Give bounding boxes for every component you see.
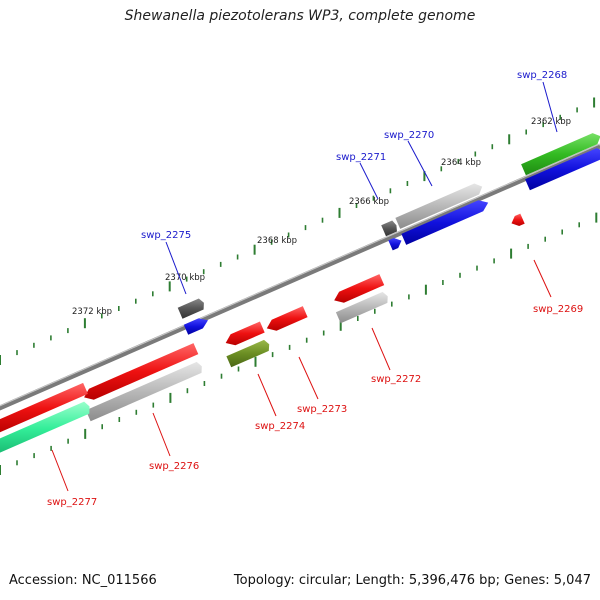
leader-swp-2270 [407, 140, 433, 187]
scale-label-2372: 2372 kbp [72, 307, 112, 317]
leader-swp-2268 [542, 81, 558, 133]
leader-swp-2277 [51, 449, 69, 492]
scale-label-2362: 2362 kbp [531, 117, 571, 127]
gene-label-swp-2273: swp_2273 [297, 404, 347, 415]
gene-feature-swp-2273-red [266, 306, 308, 331]
leader-swp-2272 [371, 327, 391, 371]
leader-swp-2271 [359, 162, 379, 200]
scale-label-2368: 2368 kbp [257, 236, 297, 246]
gene-feature-swp-2276-gray [85, 361, 202, 422]
gene-label-swp-2274: swp_2274 [255, 421, 305, 432]
gene-feature-swp-2270-blue [401, 200, 489, 245]
genome-title: Shewanella piezotolerans WP3, complete g… [124, 8, 476, 24]
scale-ticks-lower [0, 212, 598, 475]
scale-label-2364: 2364 kbp [441, 158, 481, 168]
gene-label-swp-2271: swp_2271 [336, 152, 386, 163]
gene-feature-swp-2271-blue [388, 238, 402, 251]
gene-feature-swp-2274-olive [226, 339, 270, 368]
scale-ticks-upper [0, 97, 596, 365]
gene-feature-swp-2277-red [0, 382, 88, 433]
scale-label-2370: 2370 kbp [165, 273, 205, 283]
gene-feature-swp-2274-red [225, 321, 265, 346]
gene-feature-swp-2275-dark [177, 298, 204, 319]
leader-swp-2273 [298, 356, 319, 400]
gene-feature-swp-2268-green [521, 133, 600, 176]
gene-feature-swp-2276-red [84, 343, 199, 400]
gene-feature-swp-2277-mint [0, 401, 90, 453]
gene-label-swp-2268: swp_2268 [517, 70, 567, 81]
gene-feature-swp-2272-red [334, 274, 385, 303]
leader-swp-2275 [165, 241, 187, 295]
gene-label-swp-2272: swp_2272 [371, 374, 421, 385]
accession-text: Accession: NC_011566 [9, 573, 157, 588]
genome-stats-text: Topology: circular; Length: 5,396,476 bp… [233, 573, 591, 588]
gene-feature-swp-2272-gray [335, 291, 388, 324]
gene-feature-swp-2268-blue [525, 148, 600, 191]
gene-label-swp-2275: swp_2275 [141, 230, 191, 241]
leader-swp-2269 [533, 259, 552, 298]
gene-label-swp-2269: swp_2269 [533, 304, 583, 315]
leader-swp-2276 [152, 412, 171, 457]
gene-feature-swp-2275-blue [183, 318, 208, 335]
genome-backbone-highlight [0, 143, 600, 407]
gene-feature-swp-2269-red [511, 213, 525, 226]
scale-label-2366: 2366 kbp [349, 197, 389, 207]
genome-backbone [0, 143, 600, 411]
gene-label-swp-2277: swp_2277 [47, 497, 97, 508]
leader-swp-2274 [257, 373, 277, 417]
gene-label-swp-2276: swp_2276 [149, 461, 199, 472]
gene-feature-swp-2271-dark [381, 220, 397, 237]
gene-label-swp-2270: swp_2270 [384, 130, 434, 141]
gene-feature-swp-2270-gray [395, 183, 483, 229]
